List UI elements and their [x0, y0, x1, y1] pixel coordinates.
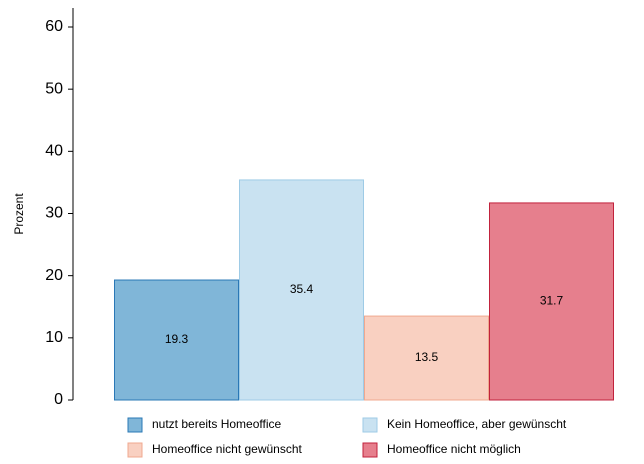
- legend-swatch: [127, 417, 143, 433]
- y-tick-label: 40: [45, 143, 63, 160]
- y-tick-label: 0: [54, 391, 63, 408]
- bar: [489, 202, 614, 401]
- legend-swatch: [127, 442, 143, 458]
- data-label: 13.5: [415, 350, 439, 364]
- data-label: 19.3: [165, 332, 189, 346]
- y-tick-label: 20: [45, 267, 63, 284]
- bar: [239, 179, 364, 401]
- legend-swatch: [362, 417, 378, 433]
- y-tick-label: 10: [45, 329, 63, 346]
- data-label: 31.7: [540, 294, 564, 308]
- y-tick-label: 50: [45, 80, 63, 97]
- bar: [364, 315, 489, 401]
- y-tick-label: 30: [45, 205, 63, 222]
- bar: [114, 279, 239, 401]
- y-axis-label: Prozent: [12, 193, 26, 235]
- y-tick-label: 60: [45, 18, 63, 35]
- legend-label: Kein Homeoffice, aber gewünscht: [387, 417, 567, 431]
- data-label: 35.4: [290, 282, 314, 296]
- legend-label: Homeoffice nicht möglich: [387, 442, 521, 456]
- legend-swatch: [362, 442, 378, 458]
- legend-label: Homeoffice nicht gewünscht: [152, 442, 303, 456]
- legend-label: nutzt bereits Homeoffice: [152, 417, 282, 431]
